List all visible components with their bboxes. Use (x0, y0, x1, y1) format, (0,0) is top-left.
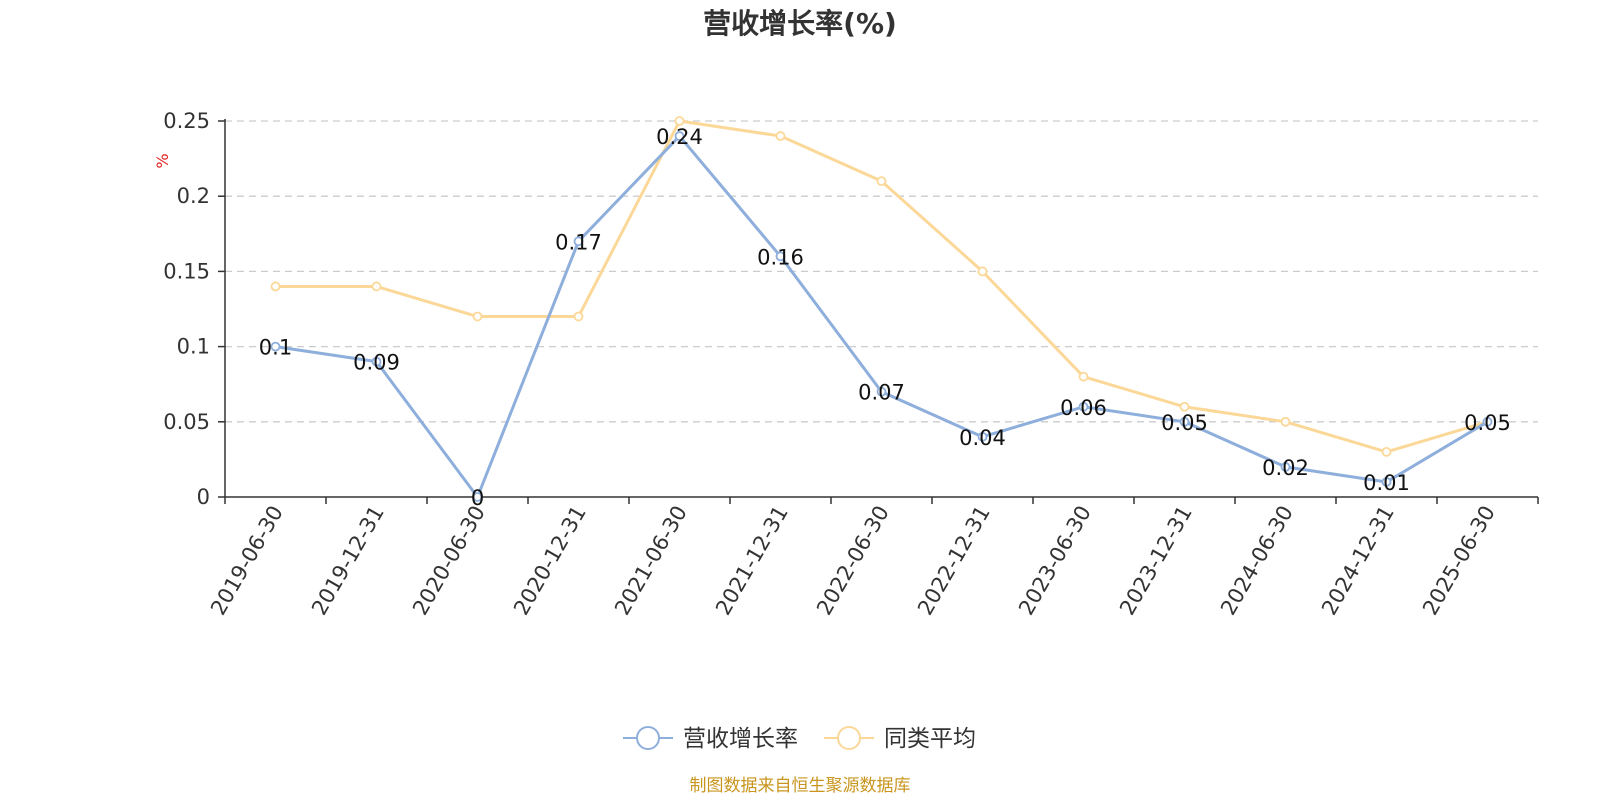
data-label: 0.16 (757, 245, 804, 269)
x-tick-label: 2023-06-30 (1014, 502, 1096, 620)
data-label: 0.01 (1363, 471, 1410, 495)
data-label: 0.1 (259, 336, 292, 360)
x-tick-label: 2024-06-30 (1216, 502, 1298, 620)
series-point-0 (1179, 416, 1190, 427)
legend-marker-0 (636, 726, 660, 750)
series-point-0 (573, 236, 584, 247)
series-point-1 (1078, 371, 1089, 382)
series-point-0 (1381, 477, 1392, 487)
x-tick-label: 2022-06-30 (812, 502, 894, 620)
y-tick-label: 0.2 (177, 184, 210, 208)
series-point-1 (1381, 446, 1392, 457)
data-label: 0.02 (1262, 456, 1309, 480)
chart-title: 营收增长率(%) (703, 7, 897, 40)
legend-label-1: 同类平均 (884, 726, 976, 752)
legend-label-0: 营收增长率 (683, 726, 798, 752)
series-point-1 (876, 176, 887, 187)
x-tick-label: 2021-12-31 (711, 502, 793, 620)
series-point-1 (775, 131, 786, 141)
x-tick-label: 2022-12-31 (913, 502, 995, 620)
series-point-0 (1078, 401, 1089, 412)
series-point-0 (270, 341, 281, 352)
x-tick-label: 2019-12-31 (307, 502, 389, 620)
x-tick-label: 2023-12-31 (1115, 502, 1197, 620)
series-point-1 (270, 281, 281, 292)
series-point-0 (1280, 462, 1291, 472)
data-label: 0.04 (959, 426, 1006, 450)
data-labels: 0.1 0.09 0 0.17 0.24 0.16 0.07 0.04 0.06 0.05 0.02… (259, 125, 1511, 510)
y-tick-label: 0.1 (177, 335, 210, 359)
x-tick-label: 2021-06-30 (610, 502, 692, 620)
series-point-0 (674, 131, 685, 141)
series-point-1 (674, 116, 685, 126)
series-point-0 (775, 251, 786, 262)
series-point-1 (1179, 401, 1190, 412)
legend-item-0[interactable]: 营收增长率 (623, 726, 798, 752)
y-tick-label: 0.05 (163, 410, 210, 434)
data-label: 0.07 (858, 381, 905, 405)
series-point-1 (472, 311, 483, 322)
data-label: 0.05 (1464, 411, 1511, 435)
data-label: 0.09 (353, 351, 400, 375)
series-point-0 (371, 356, 382, 367)
legend[interactable]: 营收增长率 同类平均 (623, 726, 976, 752)
series-point-0 (472, 492, 483, 502)
x-tick-label: 2020-12-31 (509, 502, 591, 620)
data-label: 0 (471, 486, 484, 510)
x-tick-label: 2024-12-31 (1317, 502, 1399, 620)
series-point-0 (977, 431, 988, 442)
y-tick-label: 0 (197, 485, 210, 509)
gridlines (225, 120, 1538, 423)
x-tick-label: 2019-06-30 (206, 502, 288, 620)
legend-item-1[interactable]: 同类平均 (824, 726, 976, 752)
series-point-1 (371, 281, 382, 292)
series-point-0 (876, 386, 887, 397)
series-layer (270, 116, 1493, 502)
series-line-0 (274, 134, 1489, 499)
data-label: 0.06 (1060, 396, 1107, 420)
data-label: 0.24 (656, 125, 703, 149)
x-tick-label: 2020-06-30 (408, 502, 490, 620)
series-point-1 (573, 311, 584, 322)
y-tick-label: 0.15 (163, 259, 210, 283)
y-axis-unit: % (153, 153, 172, 168)
series-point-1 (977, 266, 988, 277)
series-point-0 (1482, 416, 1493, 427)
data-label: 0.17 (555, 230, 602, 254)
y-tick-label: 0.25 (163, 109, 210, 133)
legend-marker-1 (837, 726, 861, 750)
data-label: 0.05 (1161, 411, 1208, 435)
x-tick-label: 2025-06-30 (1418, 502, 1500, 620)
series-point-1 (1280, 416, 1291, 427)
source-note: 制图数据来自恒生聚源数据库 (690, 776, 911, 796)
